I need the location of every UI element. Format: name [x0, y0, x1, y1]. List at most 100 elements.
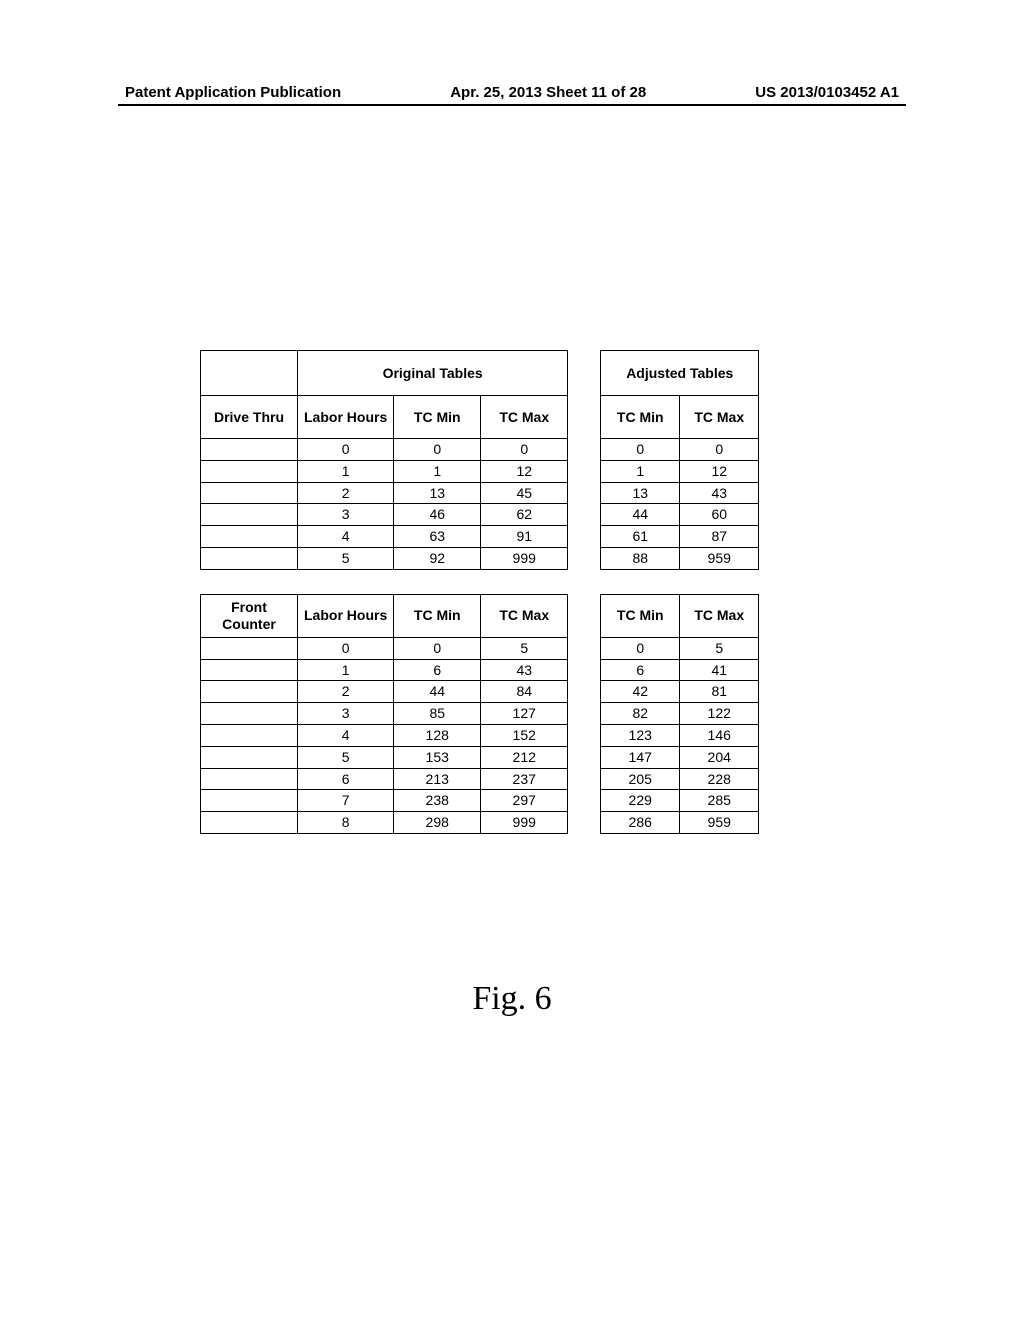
- table-cell: 4: [298, 526, 394, 548]
- table-row: 4281: [601, 681, 759, 703]
- table-cell: 5: [680, 637, 759, 659]
- table-cell: [201, 482, 298, 504]
- table-cell: 0: [394, 637, 481, 659]
- table-cell: [201, 439, 298, 461]
- table-row: 1112: [201, 460, 568, 482]
- table-cell: 3: [298, 504, 394, 526]
- table-cell: [201, 526, 298, 548]
- table-cell: 298: [394, 812, 481, 834]
- original-tables-header: Original Tables: [298, 351, 568, 396]
- table-row: 6213237: [201, 768, 568, 790]
- drive-thru-original-body: 0001112213453466246391592999: [201, 439, 568, 570]
- labor-hours-header: Labor Hours: [298, 594, 394, 637]
- table-cell: 128: [394, 724, 481, 746]
- table-cell: 147: [601, 746, 680, 768]
- table-cell: 205: [601, 768, 680, 790]
- table-cell: 153: [394, 746, 481, 768]
- table-row: 21345: [201, 482, 568, 504]
- table-cell: 0: [394, 439, 481, 461]
- table-cell: 146: [680, 724, 759, 746]
- table-cell: 7: [298, 790, 394, 812]
- table-row: 592999: [201, 547, 568, 569]
- table-cell: 41: [680, 659, 759, 681]
- tc-min-header: TC Min: [601, 594, 680, 637]
- front-counter-original-body: 0051643244843851274128152515321262132377…: [201, 637, 568, 833]
- front-counter-group: Front Counter Labor Hours TC Min TC Max …: [200, 594, 759, 834]
- table-cell: 127: [481, 703, 568, 725]
- table-cell: 43: [481, 659, 568, 681]
- table-cell: [201, 768, 298, 790]
- tc-max-header: TC Max: [680, 396, 759, 439]
- table-cell: 84: [481, 681, 568, 703]
- table-cell: [201, 504, 298, 526]
- table-row: 000: [201, 439, 568, 461]
- table-row: 112: [601, 460, 759, 482]
- tc-max-header: TC Max: [481, 594, 568, 637]
- table-cell: 92: [394, 547, 481, 569]
- table-cell: 3: [298, 703, 394, 725]
- header-right: US 2013/0103452 A1: [755, 84, 899, 101]
- drive-thru-label: Drive Thru: [201, 396, 298, 439]
- table-cell: 87: [680, 526, 759, 548]
- header-rule: [118, 104, 906, 106]
- table-cell: [201, 812, 298, 834]
- labor-hours-header: Labor Hours: [298, 396, 394, 439]
- drive-thru-adjusted-body: 0011213434460618788959: [601, 439, 759, 570]
- table-cell: 13: [601, 482, 680, 504]
- table-cell: 45: [481, 482, 568, 504]
- table-cell: 959: [680, 812, 759, 834]
- table-cell: 63: [394, 526, 481, 548]
- front-counter-adjusted-table: TC Min TC Max 05641428182122123146147204…: [600, 594, 759, 834]
- table-row: 6187: [601, 526, 759, 548]
- table-cell: 88: [601, 547, 680, 569]
- front-counter-label: Front Counter: [201, 594, 298, 637]
- table-cell: 13: [394, 482, 481, 504]
- table-cell: 1: [298, 659, 394, 681]
- table-cell: 60: [680, 504, 759, 526]
- table-cell: 1: [601, 460, 680, 482]
- table-cell: 0: [298, 637, 394, 659]
- header-left: Patent Application Publication: [125, 84, 341, 101]
- table-cell: 238: [394, 790, 481, 812]
- table-cell: 123: [601, 724, 680, 746]
- table-cell: 43: [680, 482, 759, 504]
- table-cell: 5: [298, 547, 394, 569]
- table-cell: 2: [298, 681, 394, 703]
- header-middle: Apr. 25, 2013 Sheet 11 of 28: [450, 84, 646, 101]
- table-row: 641: [601, 659, 759, 681]
- table-row: 005: [201, 637, 568, 659]
- front-counter-adjusted-body: 0564142818212212314614720420522822928528…: [601, 637, 759, 833]
- table-cell: 0: [298, 439, 394, 461]
- table-cell: 12: [481, 460, 568, 482]
- drive-thru-original-table: Original Tables Drive Thru Labor Hours T…: [200, 350, 568, 570]
- table-cell: 44: [394, 681, 481, 703]
- table-cell: [201, 659, 298, 681]
- table-cell: 0: [601, 439, 680, 461]
- table-cell: [201, 460, 298, 482]
- table-cell: 61: [601, 526, 680, 548]
- table-cell: 204: [680, 746, 759, 768]
- table-cell: 0: [481, 439, 568, 461]
- table-row: 88959: [601, 547, 759, 569]
- table-cell: 212: [481, 746, 568, 768]
- tc-min-header: TC Min: [394, 396, 481, 439]
- front-counter-original-table: Front Counter Labor Hours TC Min TC Max …: [200, 594, 568, 834]
- table-cell: [201, 703, 298, 725]
- table-cell: [201, 746, 298, 768]
- table-row: 1643: [201, 659, 568, 681]
- table-cell: 81: [680, 681, 759, 703]
- table-cell: [201, 637, 298, 659]
- table-cell: 0: [680, 439, 759, 461]
- blank-header: [201, 351, 298, 396]
- table-cell: 1: [298, 460, 394, 482]
- table-cell: 229: [601, 790, 680, 812]
- table-row: 286959: [601, 812, 759, 834]
- table-cell: 6: [601, 659, 680, 681]
- table-row: 4128152: [201, 724, 568, 746]
- table-cell: 12: [680, 460, 759, 482]
- table-cell: 6: [298, 768, 394, 790]
- table-cell: [201, 547, 298, 569]
- table-cell: 2: [298, 482, 394, 504]
- table-cell: 44: [601, 504, 680, 526]
- table-cell: 237: [481, 768, 568, 790]
